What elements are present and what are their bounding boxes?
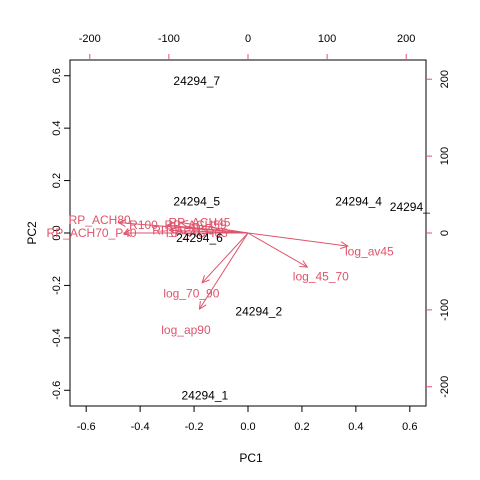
x-axis-title: PC1 [239, 451, 263, 465]
left-axis: -0.6 -0.4 -0.2 0.0 0.2 0.4 0.6 [51, 68, 70, 400]
x-tick-label: -0.4 [131, 421, 150, 433]
variable-labels: log_av45 log_45_70 log_70_90 log_ap90 RP_ACH… [47, 213, 394, 337]
y-tick-label: -0.4 [51, 328, 63, 347]
observation-label: 24294_ [390, 200, 430, 214]
top-tick-label: 0 [245, 33, 251, 45]
variable-arrow [168, 226, 249, 235]
observation-label: 24294_7 [173, 74, 220, 88]
x-tick-label: 0.6 [402, 421, 417, 433]
top-tick-label: 100 [318, 33, 336, 45]
right-tick-label: -200 [439, 376, 451, 398]
observation-label: 24294_4 [335, 195, 382, 209]
x-tick-label: -0.6 [77, 421, 96, 433]
right-tick-label: 0 [439, 230, 451, 236]
y-tick-label: 0.0 [51, 225, 63, 240]
variable-arrow [247, 232, 309, 268]
x-tick-label: 0.4 [348, 421, 363, 433]
variable-label: log_45_70 [293, 269, 349, 283]
variable-arrow [165, 221, 249, 234]
x-tick-label: 0.0 [240, 421, 255, 433]
variable-arrow [201, 232, 249, 284]
top-tick-label: -200 [79, 33, 101, 45]
observation-label: 24294_2 [235, 305, 282, 319]
y-axis-title: PC2 [25, 221, 39, 245]
right-tick-label: 200 [439, 70, 451, 88]
variable-arrow [198, 232, 249, 310]
y-tick-label: -0.2 [51, 276, 63, 295]
variable-label: RP_ACH45 [168, 216, 230, 230]
variable-arrows [117, 219, 349, 310]
y-tick-label: 0.4 [51, 121, 63, 136]
y-tick-label: 0.6 [51, 68, 63, 83]
variable-label: log_ap90 [161, 323, 211, 337]
top-tick-label: -100 [158, 33, 180, 45]
right-axis: -200 -100 0 100 200 [426, 70, 451, 398]
x-tick-label: 0.2 [294, 421, 309, 433]
y-tick-label: -0.6 [51, 381, 63, 400]
variable-label: RP_ACH65 [166, 226, 228, 240]
variable-label: R100_RP_ACH59 [129, 218, 227, 232]
variable-label: log_av45 [345, 244, 394, 258]
variable-label: RP_ACH55 [152, 223, 214, 237]
observation-labels: 24294_7 24294_5 24294_6 24294_4 24294_ 24294_… [173, 74, 430, 403]
top-tick-label: 200 [397, 33, 415, 45]
variable-label: log_70_90 [163, 286, 219, 300]
variable-arrow [179, 219, 249, 234]
bottom-axis: -0.6 -0.4 -0.2 0.0 0.2 0.4 0.6 [77, 406, 417, 433]
x-tick-label: -0.2 [185, 421, 204, 433]
variable-label: RP_ACH80 [69, 213, 131, 227]
top-axis: -200 -100 0 100 200 [79, 33, 415, 60]
y-tick-label: 0.2 [51, 173, 63, 188]
right-tick-label: 100 [439, 147, 451, 165]
right-tick-label: -100 [439, 299, 451, 321]
observation-label: 24294_6 [176, 231, 223, 245]
variable-label: RP_ACH70_P40 [47, 226, 137, 240]
variable-arrow [247, 232, 349, 250]
observation-label: 24294_5 [173, 195, 220, 209]
observation-label: 24294_1 [181, 389, 228, 403]
